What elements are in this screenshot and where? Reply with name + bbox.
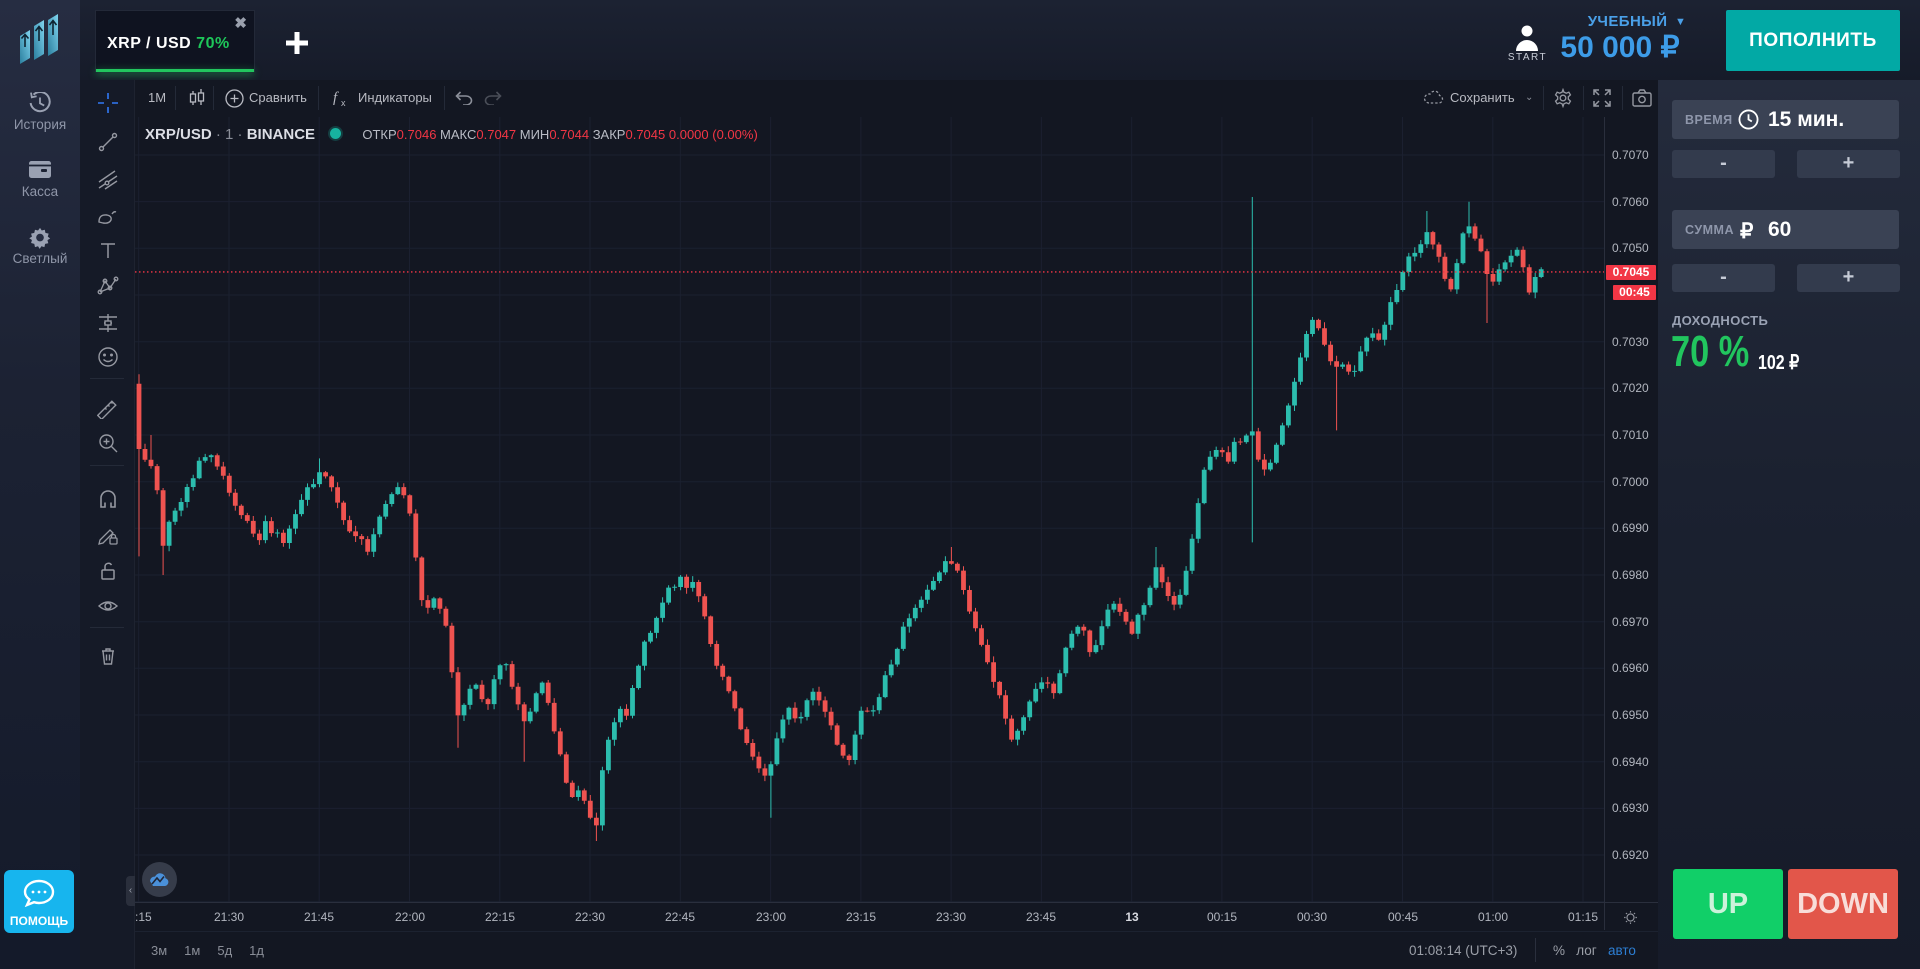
svg-text:x: x [341,98,346,108]
svg-text:f: f [333,90,339,106]
